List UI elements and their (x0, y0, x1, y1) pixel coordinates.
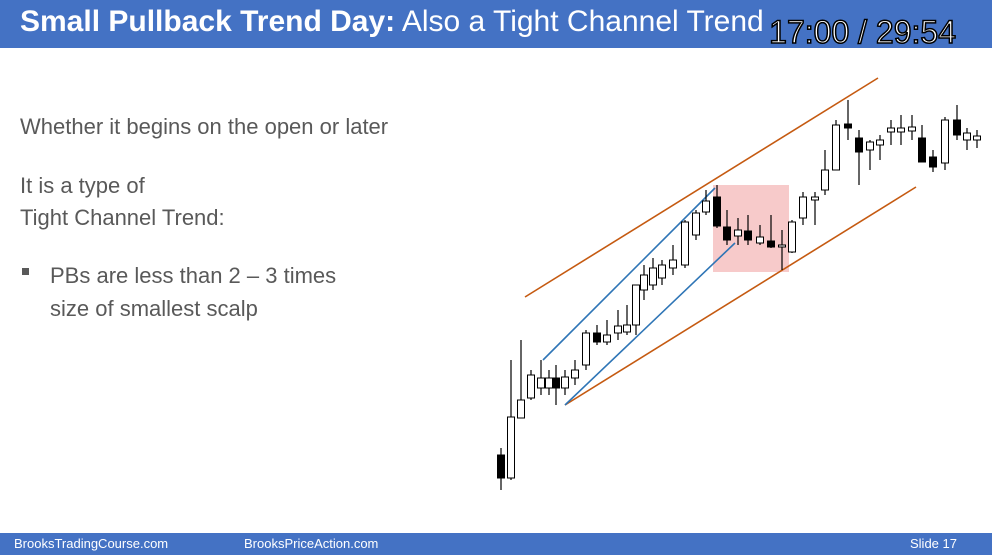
candle-body (767, 240, 775, 248)
body-text: It is a type of (20, 173, 145, 198)
candles (497, 100, 981, 490)
candle-body (908, 126, 916, 132)
candle-body (692, 212, 700, 236)
candle-body (723, 226, 731, 241)
header-bar: Small Pullback Trend Day: Also a Tight C… (0, 0, 992, 48)
body-text: Tight Channel Trend: (20, 205, 225, 230)
candle-body (702, 200, 710, 213)
candle-body (658, 264, 666, 279)
candle-body (561, 376, 569, 389)
candle-body (897, 127, 905, 133)
candle-body (537, 377, 545, 389)
candle-body (649, 267, 657, 286)
candle-body (571, 369, 579, 379)
body-text: Whether it begins on the open or later (20, 114, 389, 139)
price-chart (497, 77, 981, 490)
candle-body (778, 244, 786, 248)
candle-body (844, 123, 852, 129)
candle-body (552, 377, 560, 389)
footer-left: BrooksTradingCourse.com (14, 536, 169, 551)
candle-body (821, 169, 829, 191)
video-time: 17:00 / 29:54 (768, 13, 956, 51)
footer-center: BrooksPriceAction.com (244, 536, 379, 551)
candle-body (756, 236, 764, 244)
candle-body (963, 132, 971, 141)
bullet-text: PBs are less than 2 – 3 times (50, 263, 337, 288)
candle-body (497, 454, 505, 479)
candle-body (744, 230, 752, 241)
candle-body (941, 119, 949, 164)
candle-body (640, 274, 648, 291)
candle-body (603, 334, 611, 343)
title-bold: Small Pullback Trend Day: (20, 5, 396, 38)
candle-body (632, 284, 640, 326)
candle-body (832, 124, 840, 171)
footer-bar: BrooksTradingCourse.com BrooksPriceActio… (0, 533, 992, 555)
micro-channel-line (542, 187, 716, 361)
candle-body (855, 137, 863, 153)
candle-body (527, 374, 535, 399)
candle-body (734, 229, 742, 237)
candle-body (582, 332, 590, 366)
candle-body (545, 377, 553, 389)
candle-body (623, 324, 631, 333)
slide-title: Small Pullback Trend Day: Also a Tight C… (20, 5, 764, 39)
candle-body (799, 196, 807, 219)
bullet (22, 268, 29, 275)
candle-body (614, 325, 622, 334)
title-rest: Also a Tight Channel Trend (401, 5, 764, 38)
candle-body (876, 139, 884, 146)
bullet-text: size of smallest scalp (50, 296, 258, 321)
candle-body (593, 332, 601, 343)
channel-line (524, 77, 879, 298)
candle-body (507, 416, 515, 479)
micro-channel-line (564, 242, 736, 406)
candle-body (713, 196, 721, 227)
candle-body (929, 156, 937, 168)
candle-body (866, 141, 874, 151)
candle-body (517, 399, 525, 419)
candle-body (681, 221, 689, 266)
candle-body (973, 135, 981, 141)
candle-body (887, 127, 895, 133)
channel-line (564, 186, 917, 406)
candle-body (953, 119, 961, 136)
slide-number: Slide 17 (910, 536, 957, 551)
candle-body (788, 221, 796, 253)
candle-body (669, 259, 677, 269)
candle-body (811, 196, 819, 201)
candle-body (918, 137, 926, 163)
